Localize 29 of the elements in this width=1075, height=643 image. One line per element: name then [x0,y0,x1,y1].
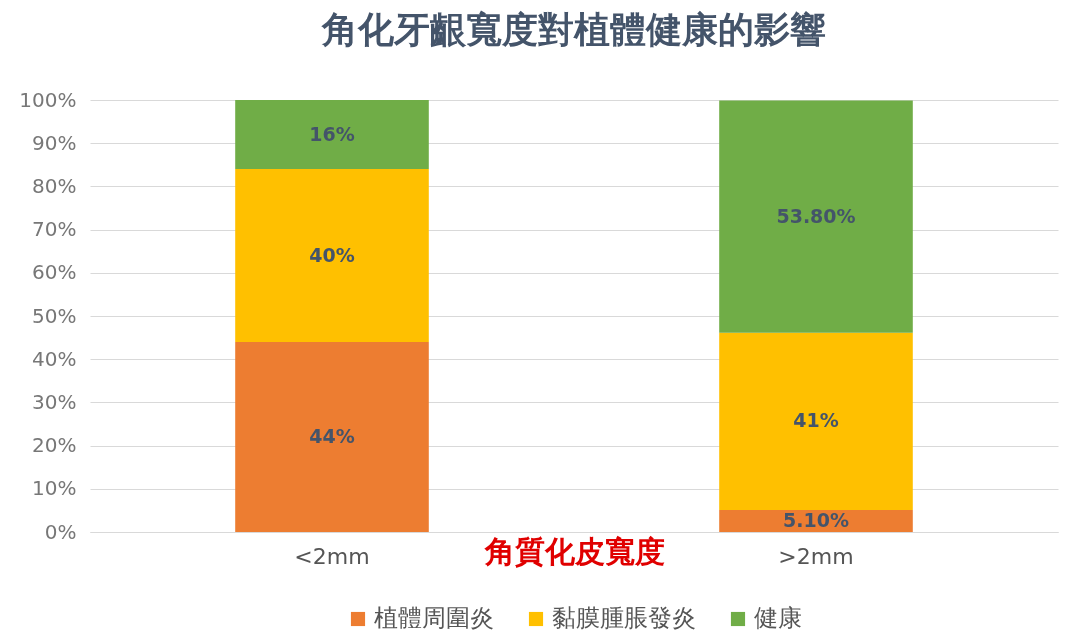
x-axis-title: 角質化皮寬度 [483,533,665,569]
bar [235,169,429,342]
y-tick-label: 30% [32,389,77,414]
data-label: 40% [309,243,355,266]
bar [719,100,913,333]
data-label: 16% [309,122,355,145]
bar [235,341,429,532]
y-tick-label: 50% [32,303,77,328]
x-tick-label: <2mm [294,543,370,569]
y-tick-label: 100% [19,87,77,112]
y-tick-label: 60% [32,260,77,285]
chart-title: 角化牙齦寬度對植體健康的影響 [321,9,826,50]
y-tick-label: 90% [32,130,77,155]
data-label: 5.10% [783,508,849,531]
y-tick-label: 10% [32,476,77,501]
legend-label: 健康 [754,604,802,632]
y-tick-label: 20% [32,433,77,458]
data-label: 44% [309,424,355,447]
y-tick-label: 70% [32,217,77,242]
y-tick-label: 0% [44,519,77,544]
data-label: 41% [793,409,839,432]
bar [719,332,913,510]
bar [235,100,429,170]
y-tick-label: 80% [32,173,77,198]
x-tick-label: >2mm [778,543,854,569]
data-label: 53.80% [776,204,856,227]
legend-label: 植體周圍炎 [374,604,494,632]
legend-label: 黏膜腫脹發炎 [552,604,696,632]
y-tick-label: 40% [32,346,77,371]
